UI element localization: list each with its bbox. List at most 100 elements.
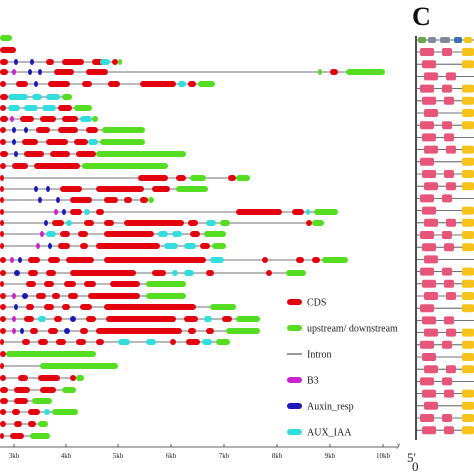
aux-iaa-segment bbox=[44, 409, 50, 415]
gene-row bbox=[0, 151, 186, 157]
cds-segment bbox=[54, 316, 62, 322]
cds-segment bbox=[96, 186, 144, 192]
auxin-segment bbox=[14, 151, 18, 157]
motif-box-yellow bbox=[462, 60, 474, 69]
motif-box-pink bbox=[422, 60, 436, 69]
panel-c-header-row bbox=[416, 37, 474, 43]
panel-c-row bbox=[416, 377, 474, 386]
cds-segment bbox=[22, 339, 30, 345]
utr-segment bbox=[226, 328, 260, 334]
motif-box-pink bbox=[442, 121, 452, 130]
cds-segment bbox=[312, 257, 320, 263]
aux-iaa-segment bbox=[100, 59, 110, 65]
motif-box-yellow bbox=[462, 48, 474, 56]
auxin-segment bbox=[38, 69, 42, 75]
utr-segment bbox=[210, 304, 236, 310]
auxin-segment bbox=[14, 270, 20, 276]
cds-segment bbox=[170, 339, 176, 345]
motif-box-pink bbox=[422, 353, 436, 361]
motif-box-pink bbox=[422, 279, 436, 288]
cds-segment bbox=[110, 281, 140, 287]
cds-segment bbox=[190, 231, 200, 237]
cds-segment bbox=[86, 127, 98, 133]
cds-segment bbox=[70, 209, 82, 215]
axis-tick-label: 8kb bbox=[272, 452, 283, 460]
cds-segment bbox=[0, 304, 6, 310]
utr-segment bbox=[146, 293, 186, 299]
aux-iaa-segment bbox=[206, 220, 216, 226]
panel-c-row bbox=[416, 243, 474, 252]
b3-segment bbox=[12, 328, 16, 334]
aux-iaa-segment bbox=[204, 316, 212, 322]
utr-segment bbox=[32, 398, 52, 404]
cds-segment bbox=[58, 127, 78, 133]
cds-segment bbox=[70, 375, 76, 381]
cds-segment bbox=[46, 270, 56, 276]
cds-segment bbox=[0, 316, 6, 322]
auxin-segment bbox=[12, 139, 16, 145]
auxin-segment bbox=[56, 197, 60, 203]
cds-segment bbox=[296, 257, 304, 263]
panel-c-row bbox=[416, 121, 474, 130]
cds-segment bbox=[0, 186, 4, 192]
legend-item-aux-iaa: AUX_IAA bbox=[287, 428, 352, 439]
utr-segment bbox=[322, 257, 348, 263]
utr-segment bbox=[100, 139, 145, 145]
utr-segment bbox=[96, 151, 186, 157]
cds-segment bbox=[188, 220, 198, 226]
motif-box-pink bbox=[446, 292, 456, 300]
panel-c-row bbox=[416, 267, 474, 276]
panel-c-row bbox=[416, 60, 474, 69]
auxin-segment bbox=[12, 127, 16, 133]
panel-c-row bbox=[416, 255, 474, 264]
cds-segment bbox=[0, 139, 6, 145]
utr-segment bbox=[204, 231, 226, 237]
axis-tick-label: 3kb bbox=[9, 452, 20, 460]
cds-segment bbox=[206, 270, 214, 276]
cds-segment bbox=[64, 281, 76, 287]
cds-segment bbox=[0, 375, 6, 381]
aux-iaa-segment bbox=[178, 81, 186, 87]
motif-box-pink bbox=[420, 157, 434, 166]
cds-segment bbox=[0, 105, 6, 111]
motif-box-pink bbox=[446, 145, 456, 154]
cds-segment bbox=[28, 270, 38, 276]
aux-iaa-segment bbox=[8, 94, 28, 100]
legend-item-auxin: Auxin_resp bbox=[287, 402, 354, 413]
utr-segment bbox=[148, 197, 154, 203]
b3-segment bbox=[12, 316, 16, 322]
aux-iaa-segment bbox=[88, 139, 98, 145]
cds-segment bbox=[74, 139, 88, 145]
gene-row bbox=[0, 209, 338, 215]
utr-segment bbox=[146, 281, 186, 287]
cds-segment bbox=[236, 209, 282, 215]
motif-box-pink bbox=[442, 377, 452, 386]
cds-segment bbox=[70, 197, 92, 203]
gene-row bbox=[0, 433, 50, 439]
gene-row bbox=[0, 175, 250, 181]
auxin-segment bbox=[70, 316, 76, 322]
panel-c-row bbox=[416, 72, 474, 81]
panel-c-row bbox=[416, 157, 474, 166]
legend-label: CDS bbox=[307, 298, 326, 309]
auxin-segment bbox=[14, 59, 18, 65]
cds-segment bbox=[262, 257, 268, 263]
legend-label: AUX_IAA bbox=[307, 428, 352, 439]
cds-segment bbox=[20, 116, 34, 122]
motif-box-yellow bbox=[462, 121, 474, 130]
motif-box-yellow bbox=[462, 145, 474, 154]
kb-axis: 3kb 4kb 5kb 6kb 7kb 8kb 9kb 10kb y bbox=[0, 441, 401, 460]
legend: CDS upstream/ downstream Intron B3 Auxin_res… bbox=[287, 298, 398, 439]
gene-row bbox=[0, 304, 236, 310]
aux-iaa-segment bbox=[24, 105, 38, 111]
aux-iaa-segment bbox=[172, 270, 178, 276]
gene-row bbox=[0, 127, 145, 133]
panel-c-row bbox=[416, 414, 474, 422]
motif-box-yellow bbox=[462, 157, 474, 166]
gene-row bbox=[0, 375, 84, 381]
utr-segment bbox=[236, 175, 250, 181]
motif-box-pink bbox=[422, 96, 436, 105]
cds-segment bbox=[330, 69, 338, 75]
utr-segment bbox=[190, 175, 206, 181]
panel-c-row bbox=[416, 304, 474, 313]
